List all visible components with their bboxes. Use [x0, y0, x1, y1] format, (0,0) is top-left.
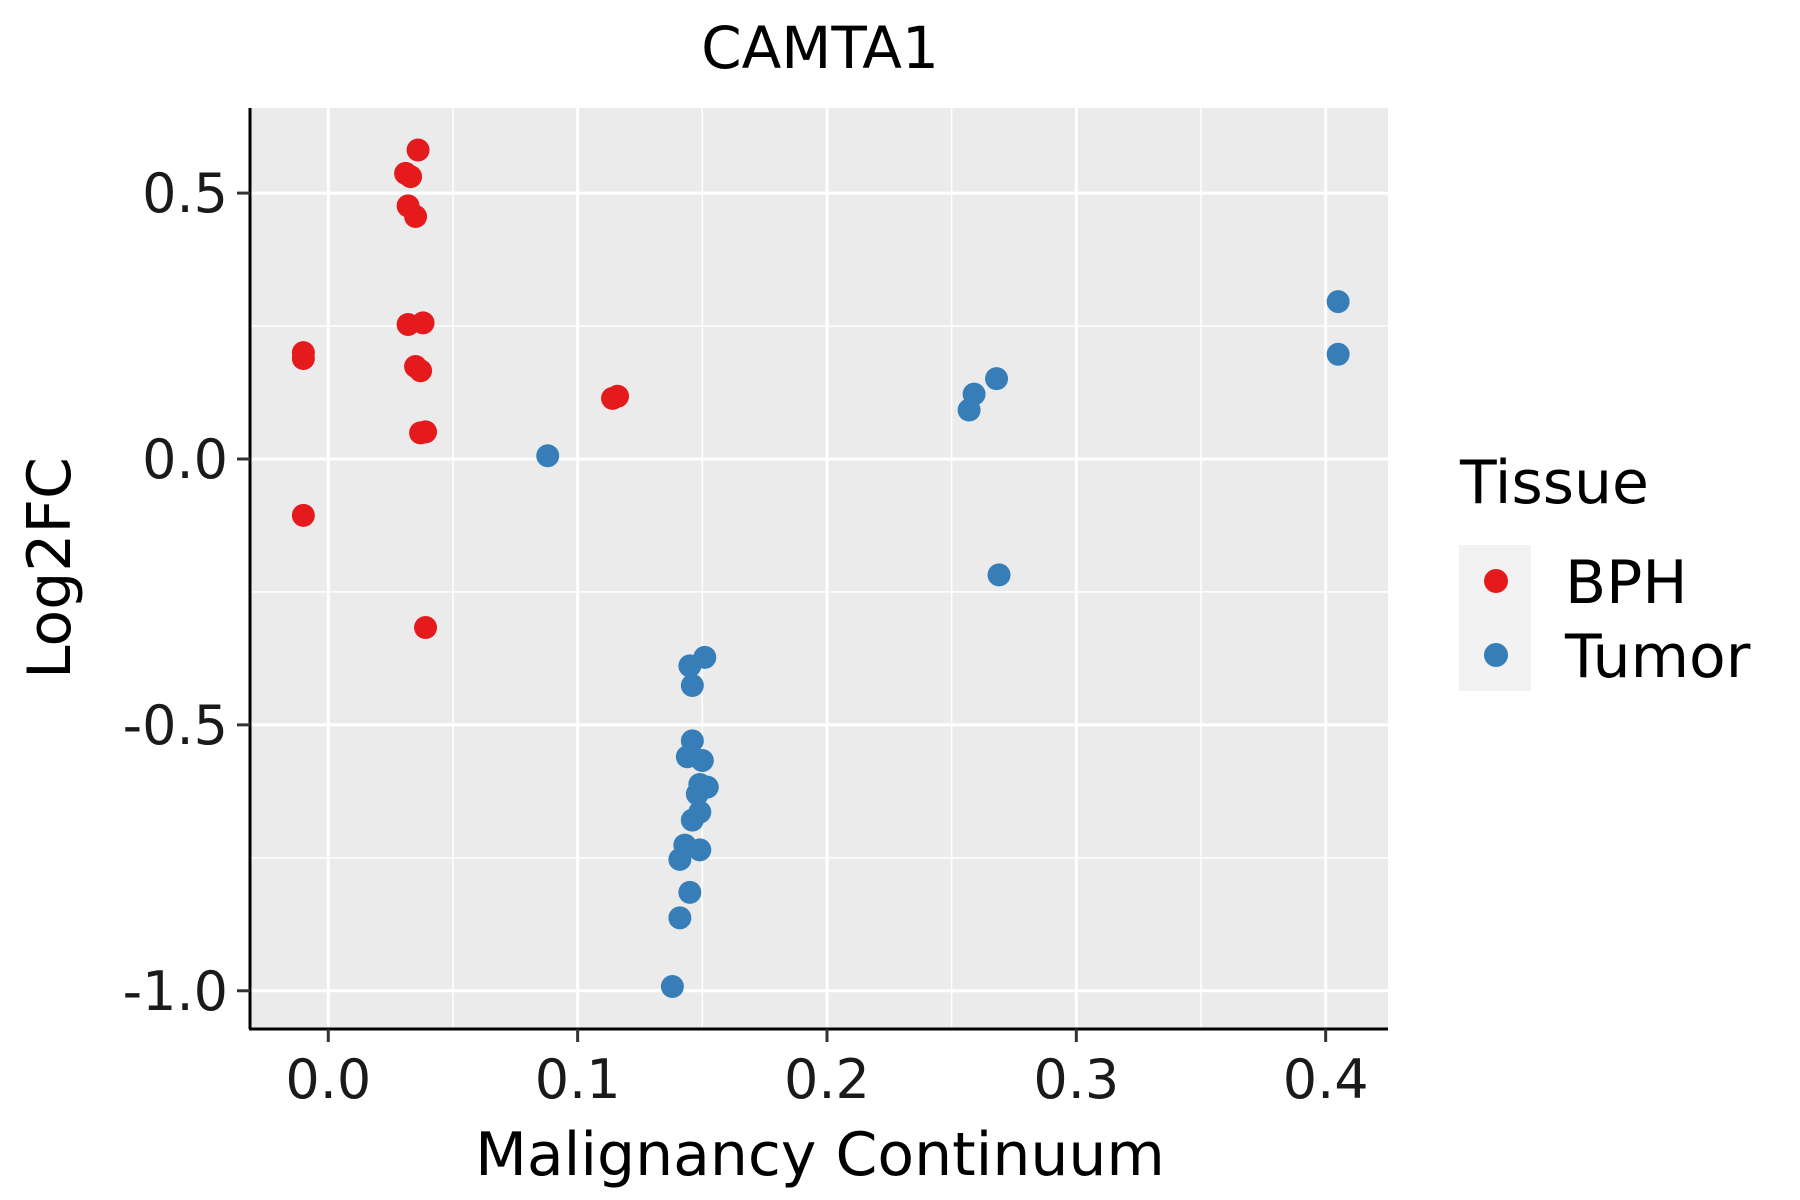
point-tumor [680, 674, 704, 698]
x-tick-label: 0.2 [784, 1048, 870, 1111]
point-tumor [685, 782, 709, 806]
point-tumor [957, 398, 981, 422]
point-tumor [680, 808, 704, 832]
point-tumor [987, 563, 1011, 587]
plot-panel [251, 108, 1388, 1028]
point-tumor [678, 654, 702, 678]
point-tumor [985, 367, 1009, 391]
point-bph [409, 359, 433, 383]
x-axis-ticks: 0.0 0.1 0.2 0.3 0.4 [285, 1029, 1369, 1111]
y-tick-label: -1.0 [123, 960, 228, 1023]
point-tumor [688, 838, 712, 862]
gridlines [251, 108, 1388, 1028]
point-bph [411, 311, 435, 335]
point-tumor [668, 906, 692, 930]
y-tick-label: 0.5 [142, 162, 228, 225]
point-bph [414, 616, 438, 640]
point-tumor [678, 880, 702, 904]
point-bph [291, 346, 315, 370]
y-tick-label: -0.5 [123, 694, 228, 757]
legend-key-tumor [1484, 643, 1508, 667]
legend-label-tumor: Tumor [1564, 622, 1751, 692]
x-tick-label: 0.0 [285, 1048, 371, 1111]
point-tumor [660, 975, 684, 999]
x-tick-label: 0.4 [1283, 1048, 1369, 1111]
legend-key-bph [1484, 569, 1508, 593]
point-bph [606, 384, 630, 408]
x-tick-label: 0.3 [1033, 1048, 1119, 1111]
point-tumor [1326, 290, 1350, 314]
y-axis-ticks: -1.0 -0.5 0.0 0.5 [123, 162, 250, 1023]
point-tumor [690, 749, 714, 773]
data-points [291, 138, 1350, 999]
y-tick-label: 0.0 [142, 428, 228, 491]
point-bph [404, 204, 428, 228]
y-axis-title: Log2FC [15, 457, 85, 679]
legend-key-background [1459, 545, 1531, 691]
point-tumor [668, 847, 692, 871]
point-tumor [1326, 342, 1350, 366]
x-axis-title: Malignancy Continuum [475, 1120, 1165, 1190]
point-tumor [536, 444, 560, 468]
legend-title: Tissue [1459, 448, 1649, 518]
legend-label-bph: BPH [1565, 548, 1687, 618]
chart-title: CAMTA1 [701, 14, 939, 82]
point-bph [291, 503, 315, 527]
point-bph [399, 165, 423, 189]
legend: Tissue BPH Tumor [1459, 448, 1751, 692]
x-tick-label: 0.1 [535, 1048, 621, 1111]
point-bph [406, 138, 430, 162]
point-bph [414, 420, 438, 444]
